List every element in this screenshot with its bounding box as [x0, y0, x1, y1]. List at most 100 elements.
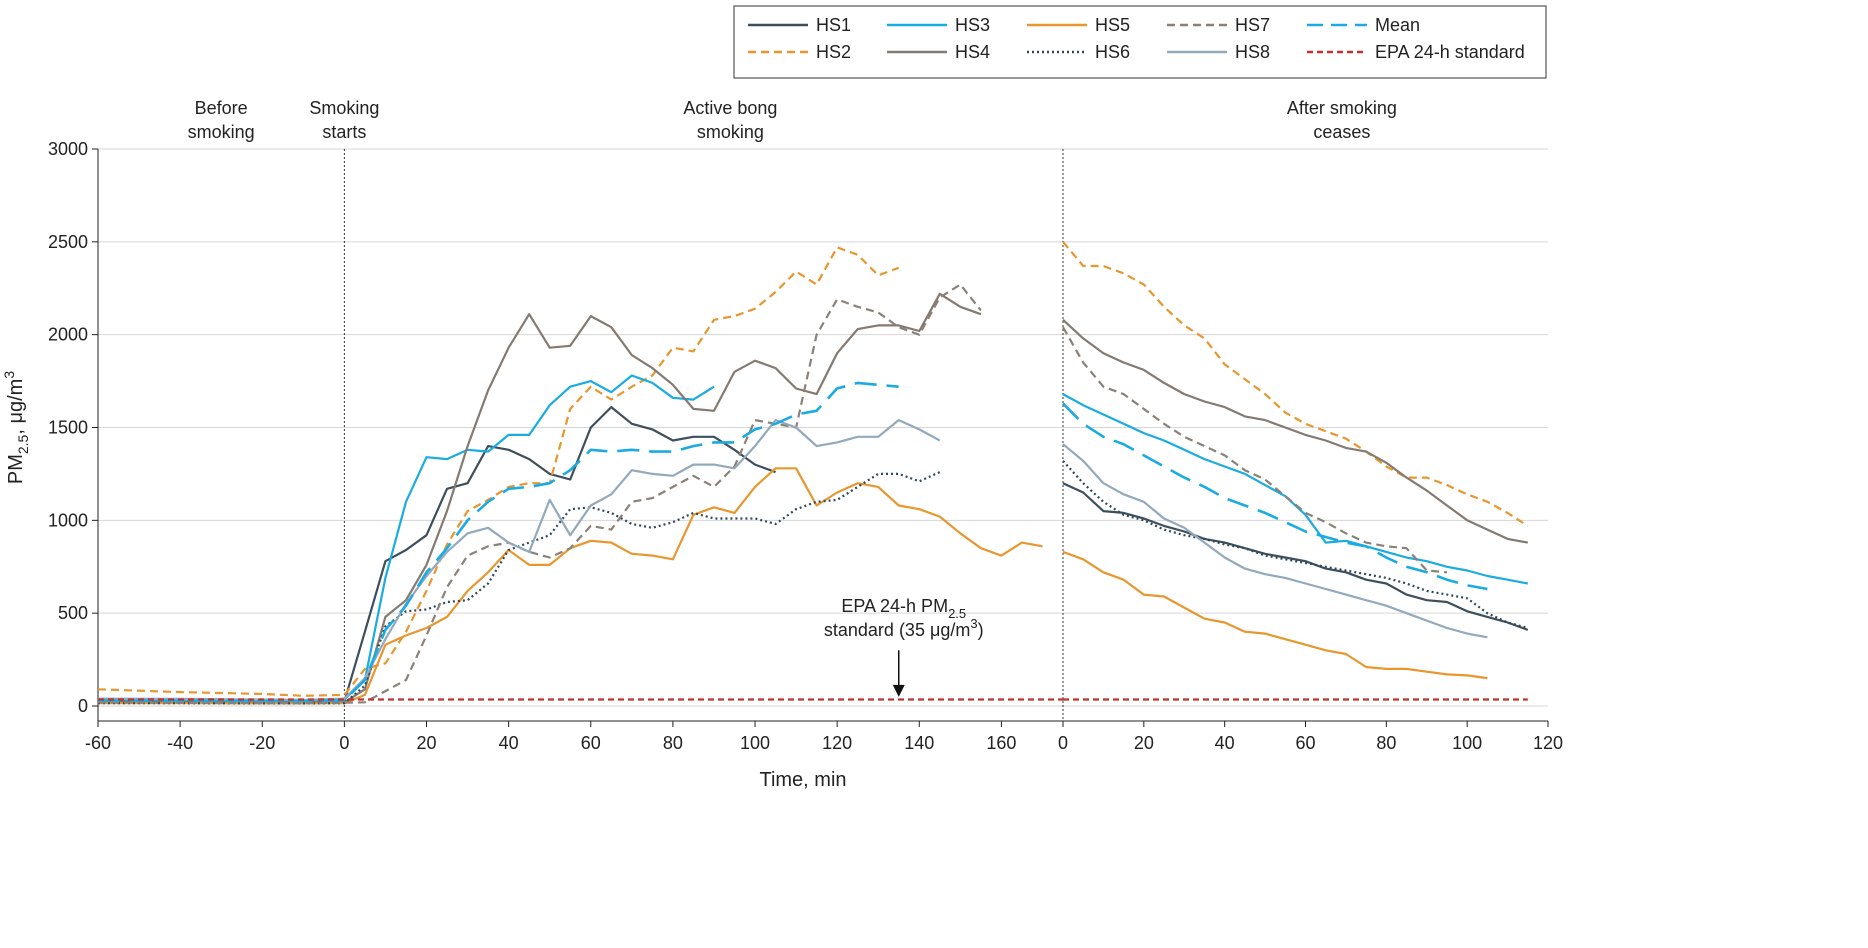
y-tick-label-500: 500: [58, 603, 88, 623]
phase-label-before-smoking-line-1: Before: [195, 98, 248, 118]
x-tick-label-during-100: 100: [740, 733, 770, 753]
y-axis-title-sub: 2.5: [15, 434, 31, 454]
x-tick-label-during-60: 60: [581, 733, 601, 753]
phase-label-active-bong-smoking: Active bong smoking: [683, 98, 777, 142]
phase-label-active-bong-smoking-line-1: Active bong: [683, 98, 777, 118]
series-hs7-during-line: [97, 283, 982, 705]
series-mean: [97, 381, 1488, 703]
x-tick-label-during-20: 20: [416, 733, 436, 753]
x-tick-label-during--20: -20: [249, 733, 275, 753]
series-hs1: [97, 406, 1529, 703]
series-mean-after-line: [1062, 402, 1488, 591]
legend-item-hs1-label: HS1: [816, 15, 851, 35]
x-tick-label-after-80: 80: [1376, 733, 1396, 753]
legend-item-mean: Mean: [1307, 15, 1420, 35]
gridlines: [98, 148, 1548, 707]
annotation-line-2: standard (35 μg/m3): [824, 616, 984, 640]
series-hs5-during-line: [98, 467, 1043, 705]
legend-item-hs2: HS2: [748, 42, 851, 62]
series-hs4: [98, 292, 1528, 704]
series-lines: [97, 241, 1529, 705]
x-tick-label-during-120: 120: [822, 733, 852, 753]
annotation-line-1-sub: 2.5: [948, 606, 966, 621]
annotation-line-1: EPA 24-h PM2.5: [841, 596, 966, 621]
series-hs7: [97, 283, 1448, 705]
series-hs8-during-line: [97, 419, 941, 701]
phase-label-smoking-starts-line-1: Smoking: [309, 98, 379, 118]
series-hs5: [98, 467, 1488, 705]
series-mean-during-line: [97, 381, 899, 703]
x-tick-label-after-60: 60: [1295, 733, 1315, 753]
y-axis-title-prefix: PM: [5, 454, 27, 484]
series-hs2-during-line: [97, 246, 900, 697]
phase-label-after-smoking-ceases: After smoking ceases: [1287, 98, 1397, 142]
x-tick-label-after-40: 40: [1215, 733, 1235, 753]
y-tick-label-3000: 3000: [48, 139, 88, 159]
x-tick-label-after-120: 120: [1533, 733, 1563, 753]
phase-label-after-smoking-ceases-line-1: After smoking: [1287, 98, 1397, 118]
axes: 0 500 1000 1500 2000 2500 3000 -60 -40 -20 0 20 40 60…: [48, 139, 1563, 753]
legend-item-hs4: HS4: [887, 42, 990, 62]
x-tick-label-after-20: 20: [1134, 733, 1154, 753]
phase-label-smoking-starts-line-2: starts: [322, 122, 366, 142]
phase-label-before-smoking: Before smoking: [188, 98, 255, 142]
x-tick-label-after-100: 100: [1452, 733, 1482, 753]
x-tick-label-during-80: 80: [663, 733, 683, 753]
phase-label-before-smoking-line-2: smoking: [188, 122, 255, 142]
series-hs3: [97, 374, 1529, 702]
legend-item-epa-24-h-standard: EPA 24-h standard: [1307, 42, 1525, 62]
annotation-arrow-head: [892, 684, 905, 697]
series-hs6-during-line: [98, 471, 941, 705]
legend-item-epa-24-h-standard-label: EPA 24-h standard: [1375, 42, 1525, 62]
series-hs2-after-line: [1062, 241, 1529, 527]
series-hs8: [97, 419, 1488, 701]
pm25-chart: HS1 HS3 HS5 HS7 Mean HS2 HS4 HS6 HS8 EPA 24-h sta…: [1, 5, 1563, 791]
y-axis-title: PM2.5, μg/m3: [1, 371, 31, 484]
series-hs1-after-line: [1062, 482, 1529, 631]
series-hs6: [98, 460, 1529, 705]
x-tick-label-after-0: 0: [1058, 733, 1068, 753]
series-hs8-after-line: [1062, 443, 1488, 639]
annotation-line-2-text: standard (35 μg/m: [824, 620, 970, 640]
y-axis-title-suffix: , μg/m: [5, 379, 27, 435]
x-tick-label-during-40: 40: [499, 733, 519, 753]
y-tick-label-1500: 1500: [48, 418, 88, 438]
legend-item-hs3-label: HS3: [955, 15, 990, 35]
legend-item-hs8-label: HS8: [1235, 42, 1270, 62]
y-tick-label-2500: 2500: [48, 232, 88, 252]
legend-item-mean-label: Mean: [1375, 15, 1420, 35]
y-tick-label-2000: 2000: [48, 325, 88, 345]
annotation-line-1-text: EPA 24-h PM: [841, 596, 948, 616]
x-tick-label-during-160: 160: [986, 733, 1016, 753]
phase-dividers: [343, 149, 1064, 721]
legend-item-hs7-label: HS7: [1235, 15, 1270, 35]
legend-item-hs8: HS8: [1167, 42, 1270, 62]
series-hs6-after-line: [1062, 460, 1529, 630]
series-hs3-after-line: [1062, 393, 1529, 585]
annotation-line-2-suffix: ): [978, 620, 984, 640]
legend-item-hs6-label: HS6: [1095, 42, 1130, 62]
series-hs5-after-line: [1062, 550, 1488, 680]
legend-item-hs3: HS3: [887, 15, 990, 35]
x-tick-label-during--60: -60: [85, 733, 111, 753]
y-axis-title-sup: 3: [1, 371, 17, 379]
annotation-line-2-sup: 3: [970, 616, 977, 631]
series-hs3-during-line: [97, 374, 715, 702]
axis-titles: Time, min PM2.5, μg/m3: [1, 371, 847, 791]
legend-box: [733, 5, 1547, 79]
x-axis-title: Time, min: [759, 769, 846, 791]
legend-item-hs7: HS7: [1167, 15, 1270, 35]
phase-label-active-bong-smoking-line-2: smoking: [697, 122, 764, 142]
legend-item-hs5-label: HS5: [1095, 15, 1130, 35]
x-tick-label-during-0: 0: [339, 733, 349, 753]
legend: HS1 HS3 HS5 HS7 Mean HS2 HS4 HS6 HS8 EPA 24-h sta…: [733, 5, 1547, 79]
legend-item-hs6: HS6: [1027, 42, 1130, 62]
legend-item-hs5: HS5: [1027, 15, 1130, 35]
phase-label-smoking-starts: Smoking starts: [309, 98, 379, 142]
y-tick-label-1000: 1000: [48, 510, 88, 530]
phase-label-after-smoking-ceases-line-2: ceases: [1313, 122, 1370, 142]
x-tick-label-during--40: -40: [167, 733, 193, 753]
x-tick-label-during-140: 140: [904, 733, 934, 753]
legend-item-hs1: HS1: [748, 15, 851, 35]
